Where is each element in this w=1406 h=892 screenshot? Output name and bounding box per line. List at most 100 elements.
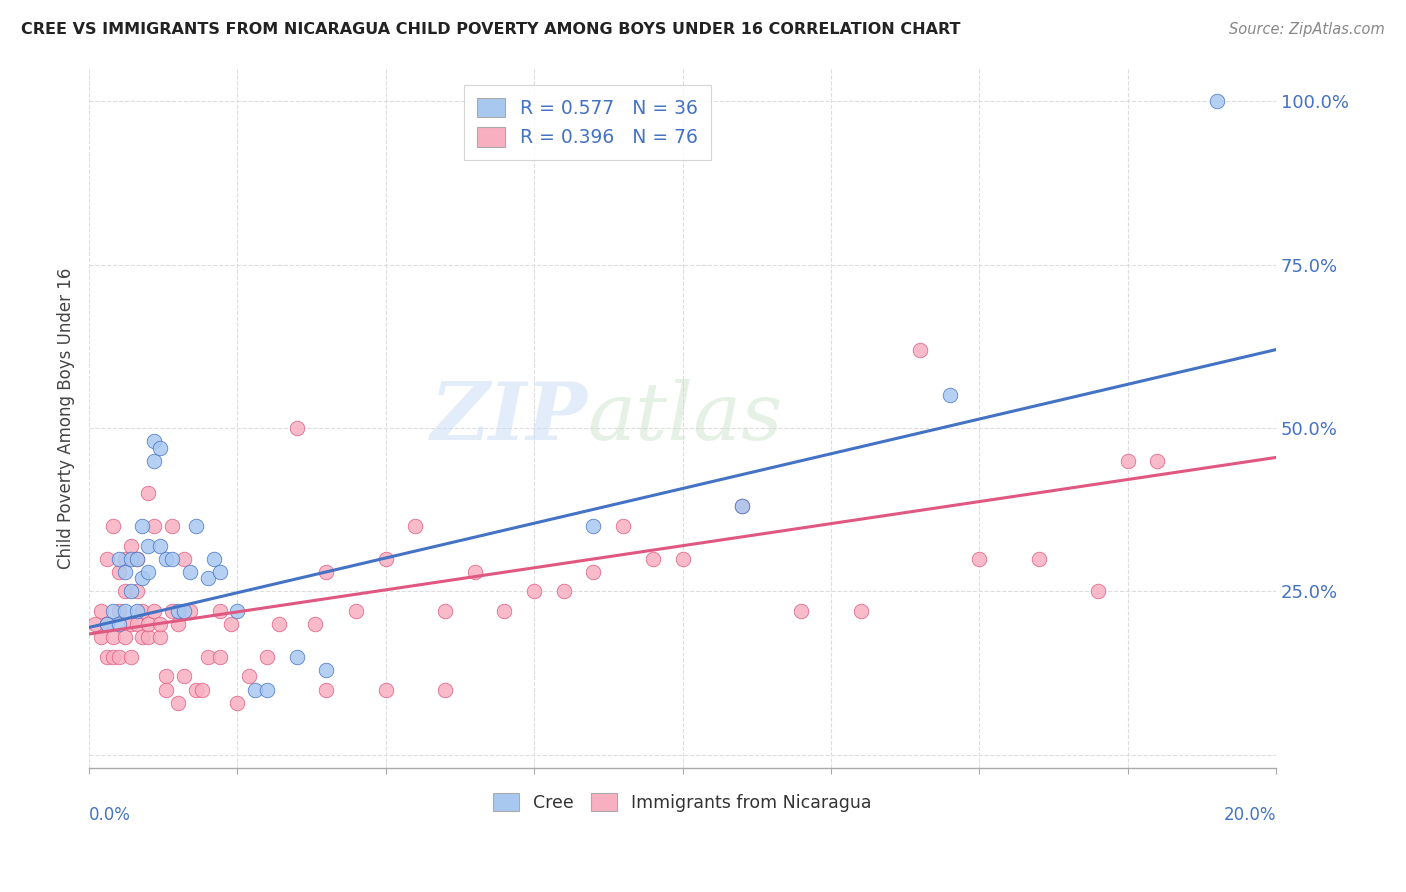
- Point: [120, 617, 142, 632]
- Point: [344, 604, 367, 618]
- Point: [202, 551, 225, 566]
- Point: [221, 617, 243, 632]
- Point: [143, 434, 166, 449]
- Point: [464, 565, 486, 579]
- Point: [131, 604, 153, 618]
- Point: [107, 604, 129, 618]
- Point: [131, 519, 153, 533]
- Point: [114, 551, 136, 566]
- Point: [143, 454, 166, 468]
- Point: [179, 604, 201, 618]
- Point: [582, 565, 605, 579]
- Point: [107, 551, 129, 566]
- Point: [849, 604, 872, 618]
- Point: [114, 584, 136, 599]
- Point: [790, 604, 813, 618]
- Legend: Cree, Immigrants from Nicaragua: Cree, Immigrants from Nicaragua: [486, 786, 879, 819]
- Point: [256, 682, 278, 697]
- Point: [96, 649, 118, 664]
- Point: [96, 551, 118, 566]
- Point: [125, 604, 148, 618]
- Point: [125, 617, 148, 632]
- Point: [90, 630, 112, 644]
- Point: [120, 539, 142, 553]
- Point: [131, 630, 153, 644]
- Point: [167, 696, 190, 710]
- Point: [208, 649, 231, 664]
- Text: atlas: atlas: [588, 379, 783, 457]
- Point: [208, 565, 231, 579]
- Point: [120, 551, 142, 566]
- Text: 0.0%: 0.0%: [89, 806, 131, 824]
- Point: [120, 584, 142, 599]
- Point: [184, 682, 207, 697]
- Point: [155, 682, 177, 697]
- Point: [120, 649, 142, 664]
- Point: [101, 649, 124, 664]
- Point: [96, 617, 118, 632]
- Point: [138, 486, 160, 500]
- Point: [1116, 454, 1139, 468]
- Point: [179, 565, 201, 579]
- Point: [131, 571, 153, 585]
- Point: [191, 682, 214, 697]
- Point: [494, 604, 516, 618]
- Point: [167, 604, 190, 618]
- Point: [256, 649, 278, 664]
- Text: Source: ZipAtlas.com: Source: ZipAtlas.com: [1229, 22, 1385, 37]
- Point: [173, 551, 195, 566]
- Point: [938, 388, 960, 402]
- Point: [84, 617, 107, 632]
- Point: [1146, 454, 1168, 468]
- Point: [138, 539, 160, 553]
- Point: [285, 649, 308, 664]
- Point: [114, 604, 136, 618]
- Point: [149, 539, 172, 553]
- Point: [197, 649, 219, 664]
- Point: [101, 519, 124, 533]
- Point: [173, 669, 195, 683]
- Point: [173, 604, 195, 618]
- Point: [149, 630, 172, 644]
- Point: [114, 630, 136, 644]
- Point: [226, 696, 249, 710]
- Point: [374, 682, 396, 697]
- Point: [107, 565, 129, 579]
- Point: [671, 551, 693, 566]
- Point: [1087, 584, 1109, 599]
- Text: ZIP: ZIP: [430, 379, 588, 457]
- Text: 20.0%: 20.0%: [1223, 806, 1277, 824]
- Point: [155, 551, 177, 566]
- Y-axis label: Child Poverty Among Boys Under 16: Child Poverty Among Boys Under 16: [58, 268, 75, 569]
- Point: [641, 551, 664, 566]
- Point: [374, 551, 396, 566]
- Point: [125, 584, 148, 599]
- Point: [160, 551, 183, 566]
- Point: [125, 551, 148, 566]
- Point: [731, 500, 754, 514]
- Point: [245, 682, 267, 697]
- Point: [184, 519, 207, 533]
- Point: [315, 682, 337, 697]
- Point: [149, 617, 172, 632]
- Point: [96, 617, 118, 632]
- Point: [143, 604, 166, 618]
- Point: [523, 584, 546, 599]
- Point: [167, 617, 190, 632]
- Point: [404, 519, 426, 533]
- Point: [1205, 94, 1227, 108]
- Point: [90, 604, 112, 618]
- Point: [160, 519, 183, 533]
- Point: [138, 630, 160, 644]
- Point: [114, 565, 136, 579]
- Point: [107, 617, 129, 632]
- Point: [582, 519, 605, 533]
- Point: [125, 551, 148, 566]
- Point: [160, 604, 183, 618]
- Point: [612, 519, 634, 533]
- Point: [267, 617, 290, 632]
- Point: [226, 604, 249, 618]
- Text: CREE VS IMMIGRANTS FROM NICARAGUA CHILD POVERTY AMONG BOYS UNDER 16 CORRELATION : CREE VS IMMIGRANTS FROM NICARAGUA CHILD …: [21, 22, 960, 37]
- Point: [908, 343, 931, 357]
- Point: [731, 500, 754, 514]
